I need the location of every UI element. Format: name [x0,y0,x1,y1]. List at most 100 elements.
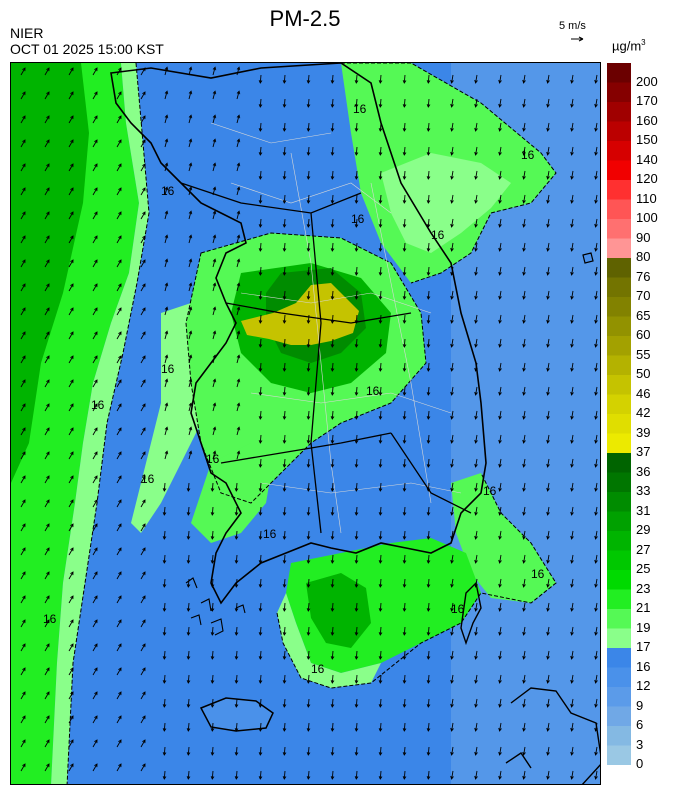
wind-arrow-head [546,511,550,516]
wind-arrow [259,626,262,636]
wind-arrow-head [594,295,598,300]
wind-arrow [188,67,192,76]
wind-arrow-head [46,259,50,264]
wind-arrow [571,218,574,227]
wind-arrow [187,554,190,564]
wind-arrow-head [594,439,598,444]
wind-arrow [595,122,598,131]
wind-arrow-head [188,210,193,215]
wind-arrow [379,602,382,612]
wind-arrow-head [212,186,217,191]
wind-arrow [163,626,166,636]
wind-arrow-head [210,608,215,612]
legend-swatch [607,121,631,142]
wind-arrow-head [118,259,122,264]
wind-arrow-head [186,488,191,492]
wind-arrow-head [234,560,239,564]
wind-arrow-head [142,67,146,72]
wind-arrow [331,146,334,156]
wind-arrow-head [188,450,193,455]
legend-swatch [607,687,631,707]
wind-arrow-head [474,223,478,228]
wind-arrow-head [402,392,407,396]
wind-arrow-head [94,475,98,480]
wind-arrow [212,427,216,436]
wind-arrow [211,578,214,588]
wind-arrow-head [212,234,217,239]
wind-arrow-head [378,104,383,108]
wind-arrow [259,98,262,108]
wind-arrow [523,290,526,299]
wind-arrow-head [212,330,217,335]
pm25-map: 16 16 16 16 16 16 16 16 16 16 16 16 16 1… [10,62,601,785]
wind-arrow [92,115,98,124]
wind-arrow-head [450,175,454,180]
wind-arrow-head [306,536,311,540]
legend-tick-label: 39 [636,424,651,440]
wind-arrow [475,194,478,203]
wind-arrow [283,194,286,204]
wind-arrow-head [210,704,215,708]
wind-arrow [355,746,358,756]
wind-arrow-head [210,728,215,732]
wind-arrow [547,434,550,443]
wind-arrow-head [94,235,98,240]
wind-arrow-head [306,776,311,780]
wind-arrow [188,427,192,436]
legend-tick-label: 90 [636,229,651,245]
wind-arrow-head [594,703,598,708]
wind-arrow [283,674,286,684]
wind-arrow-head [594,151,598,156]
wind-arrow-head [498,415,502,420]
wind-arrow-head [330,656,335,660]
wind-arrow-head [378,776,383,780]
wind-arrow [307,578,310,588]
wind-arrow-head [142,139,146,144]
wind-arrow-head [118,163,122,168]
wind-arrow-head [142,475,146,480]
wind-arrow-head [330,608,335,612]
wind-arrow-head [570,607,574,612]
wind-arrow-head [236,90,241,95]
wind-arrow-head [402,176,407,180]
wind-arrow [188,115,192,124]
wind-arrow [116,499,122,508]
legend-tick-label: 42 [636,405,651,421]
wind-arrow [451,146,454,155]
wind-arrow-head [594,631,598,636]
wind-arrow-head [162,536,167,540]
wind-arrow [68,619,74,628]
wind-arrow [331,458,334,468]
wind-arrow-head [94,379,98,384]
wind-arrow-head [402,320,407,324]
wind-arrow [547,98,550,107]
wind-arrow [379,242,382,252]
wind-arrow-head [46,115,50,120]
wind-arrow [523,458,526,467]
wind-arrow [427,266,430,276]
wind-arrow-head [330,176,335,180]
wind-arrow-head [22,691,26,696]
wind-arrow [163,674,166,684]
wind-arrow-head [162,656,167,660]
wind-arrow [379,122,382,132]
wind-arrow-head [570,319,574,324]
wind-arrow [92,667,98,676]
wind-arrow-head [142,163,146,168]
wind-arrow-head [354,464,359,468]
northeast-plume-pale [381,153,511,253]
wind-arrow-head [426,392,431,396]
wind-arrow-head [282,80,287,84]
wind-arrow [283,698,286,708]
wind-arrow [236,91,240,100]
wind-arrow [307,362,310,372]
wind-arrow-head [450,439,454,444]
wind-arrow-head [450,703,454,708]
wind-arrow [212,115,216,124]
wind-arrow-head [70,283,74,288]
wind-arrow-head [282,368,287,372]
wind-arrow-head [142,115,146,120]
wind-arrow [20,139,26,148]
wind-arrow-head [354,704,359,708]
wind-arrow-head [594,487,598,492]
